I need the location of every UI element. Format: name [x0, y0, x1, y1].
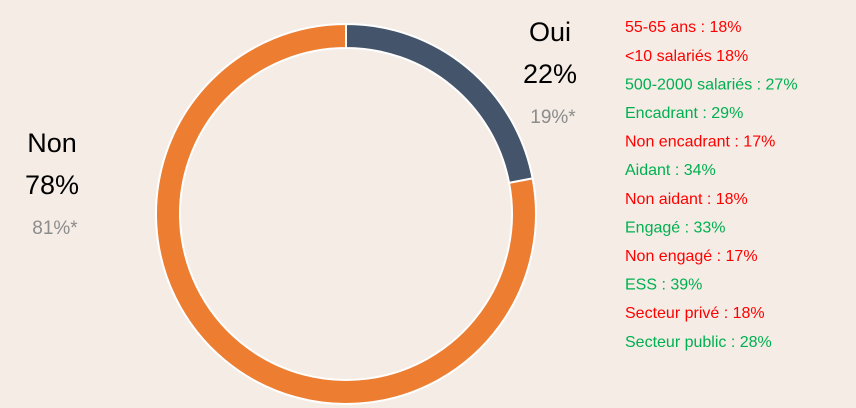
comparison-label: 19%*	[530, 107, 576, 128]
value-label: 22%	[523, 59, 577, 89]
donut-segment	[345, 22, 534, 185]
note: Secteur public : 28%	[625, 334, 772, 351]
note: <10 salariés 18%	[625, 48, 748, 65]
comparison-label: 81%*	[32, 218, 78, 239]
category-label: Oui	[529, 17, 571, 47]
category-label: Non	[27, 128, 77, 158]
note: Non encadrant : 17%	[625, 134, 775, 151]
note: Encadrant : 29%	[625, 105, 743, 122]
note: Non aidant : 18%	[625, 191, 748, 208]
note: Aidant : 34%	[625, 162, 716, 179]
donut-segment	[155, 22, 537, 405]
note: ESS : 39%	[625, 277, 702, 294]
note: Non engagé : 17%	[625, 248, 758, 265]
note: 55-65 ans : 18%	[625, 19, 742, 36]
note: 500-2000 salariés : 27%	[625, 76, 798, 93]
note: Secteur privé : 18%	[625, 305, 765, 322]
value-label: 78%	[25, 170, 79, 200]
note: Engagé : 33%	[625, 219, 726, 236]
